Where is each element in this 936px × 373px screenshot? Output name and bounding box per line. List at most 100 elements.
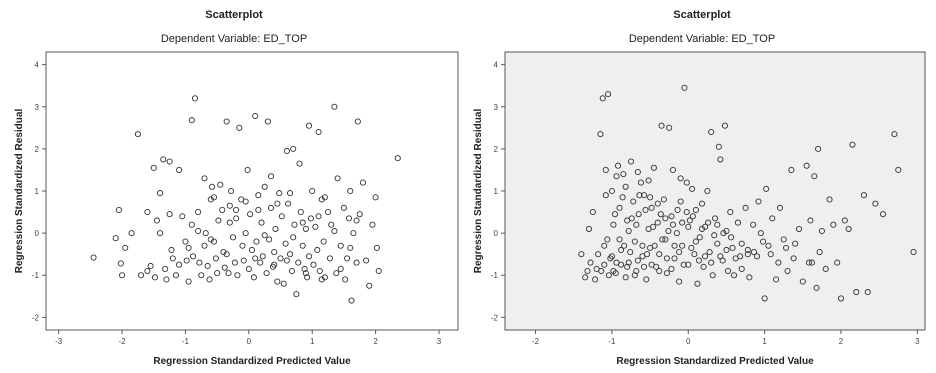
data-point	[763, 185, 770, 192]
data-point	[285, 200, 292, 207]
data-point	[666, 124, 673, 131]
data-point	[604, 236, 611, 243]
data-point	[715, 143, 722, 150]
data-point	[742, 204, 749, 211]
data-point	[236, 124, 243, 131]
data-point	[635, 211, 642, 218]
data-point	[198, 272, 205, 279]
data-point	[359, 179, 366, 186]
data-point	[587, 259, 594, 266]
data-point	[599, 95, 606, 102]
data-point	[642, 206, 649, 214]
data-point	[337, 265, 344, 272]
data-point	[179, 213, 186, 220]
data-point	[648, 261, 655, 268]
data-point	[611, 211, 619, 218]
data-point	[822, 265, 829, 272]
data-point	[608, 187, 615, 195]
y-tick-label: -2	[32, 313, 40, 322]
data-point	[257, 259, 264, 266]
data-point	[295, 259, 302, 266]
data-point	[162, 265, 169, 272]
data-point	[654, 219, 661, 226]
data-point	[677, 175, 684, 182]
data-point	[714, 221, 721, 228]
data-point	[288, 267, 295, 275]
data-point	[723, 246, 730, 254]
data-point	[248, 246, 256, 254]
x-tick-label: 3	[915, 337, 920, 346]
data-point	[274, 278, 281, 285]
data-point	[278, 213, 285, 220]
data-point	[333, 270, 340, 277]
data-point	[182, 238, 189, 245]
data-point	[744, 246, 751, 254]
data-point	[290, 234, 297, 241]
data-point	[185, 244, 192, 251]
data-point	[150, 164, 157, 171]
data-point	[310, 261, 317, 268]
data-point	[813, 284, 820, 291]
data-point	[144, 267, 151, 275]
data-point	[220, 249, 227, 256]
data-point	[283, 257, 290, 264]
data-point	[645, 177, 652, 184]
data-point	[597, 131, 604, 138]
data-point	[176, 166, 183, 173]
data-point	[663, 270, 670, 277]
data-point	[112, 235, 119, 242]
data-point	[631, 272, 638, 279]
data-point	[134, 131, 141, 138]
data-point	[176, 261, 183, 268]
x-axis-label: Regression Standardized Predicted Value	[616, 356, 814, 367]
data-point	[286, 251, 294, 258]
data-point	[805, 259, 812, 266]
data-point	[662, 215, 669, 222]
data-point	[602, 192, 609, 199]
data-point	[207, 236, 214, 243]
data-point	[691, 251, 698, 258]
data-point	[169, 255, 176, 262]
data-point	[711, 232, 718, 239]
data-point	[651, 242, 658, 249]
y-tick-label: -1	[32, 271, 40, 280]
data-point	[669, 166, 677, 173]
data-point	[717, 253, 724, 260]
data-point	[761, 295, 768, 302]
data-point	[297, 209, 304, 216]
data-point	[342, 276, 349, 283]
data-point	[210, 238, 218, 245]
data-point	[625, 227, 632, 235]
x-tick-label: -2	[532, 337, 540, 346]
scatterplot-left-svg: -3 -2 -1 0 1 2 3 4 3 2 1 0 -1 -2 Regression Standardiz…	[14, 51, 459, 367]
data-point	[765, 242, 772, 249]
data-point	[582, 274, 589, 281]
data-point	[627, 158, 635, 165]
data-point	[633, 221, 640, 228]
data-point	[688, 244, 695, 251]
data-point	[296, 160, 303, 167]
data-point	[720, 230, 727, 237]
data-point	[274, 200, 281, 207]
data-point	[633, 267, 640, 275]
data-point	[190, 253, 197, 260]
data-point	[90, 254, 97, 261]
data-point	[673, 230, 680, 237]
data-point	[212, 255, 219, 262]
scatterplot-left: Scatterplot Dependent Variable: ED_TOP -…	[14, 9, 459, 367]
data-point	[640, 263, 648, 270]
data-point	[195, 227, 202, 235]
data-point	[157, 230, 164, 237]
data-point	[304, 274, 311, 281]
data-point	[708, 128, 715, 136]
data-point	[214, 270, 221, 277]
data-point	[595, 251, 602, 258]
data-point	[714, 240, 721, 247]
data-point	[744, 251, 751, 258]
data-point	[375, 267, 382, 275]
data-point	[830, 221, 837, 228]
data-point	[700, 263, 707, 270]
data-point	[293, 291, 300, 298]
chart-title: Scatterplot	[673, 9, 731, 21]
data-point	[163, 276, 170, 283]
